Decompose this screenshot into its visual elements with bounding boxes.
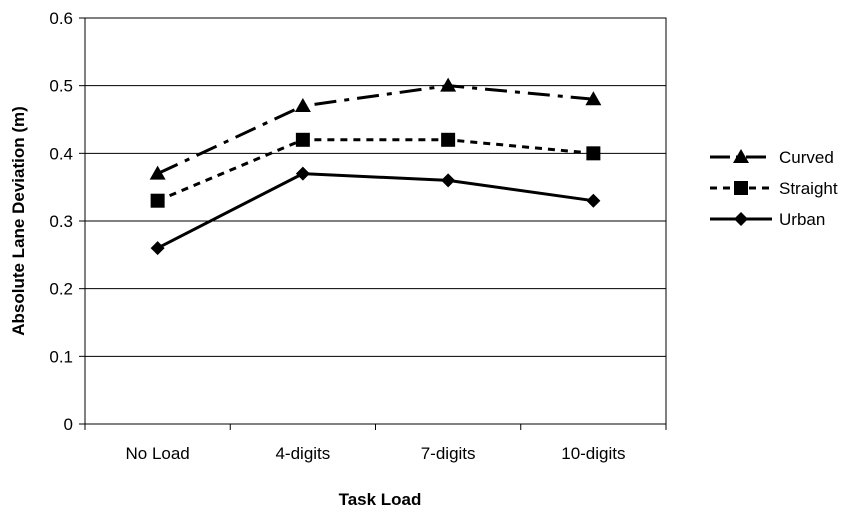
- diamond-marker: [586, 193, 601, 208]
- series-urban: [150, 166, 601, 256]
- y-tick-label: 0.1: [49, 347, 73, 366]
- diamond-marker: [295, 166, 310, 181]
- triangle-marker: [149, 165, 166, 180]
- diamond-marker: [441, 173, 456, 188]
- y-axis-title: Absolute Lane Deviation (m): [9, 106, 28, 336]
- y-axis-ticks: 0 0.1 0.2 0.3 0.4 0.5 0.6: [49, 9, 85, 434]
- legend-label: Curved: [779, 148, 834, 167]
- series-straight: [150, 132, 601, 208]
- series-group: [149, 77, 602, 256]
- square-marker: [150, 193, 165, 208]
- square-marker: [586, 146, 601, 161]
- series-line: [156, 172, 594, 250]
- series-line: [156, 84, 594, 175]
- y-tick-label: 0.6: [49, 9, 73, 28]
- x-tick-label: 4-digits: [275, 444, 330, 463]
- legend-label: Straight: [779, 179, 838, 198]
- triangle-marker: [585, 91, 602, 106]
- triangle-marker: [440, 77, 457, 92]
- x-tick-label: 10-digits: [561, 444, 625, 463]
- square-marker: [441, 132, 456, 147]
- gridlines: [85, 17, 666, 425]
- y-tick-label: 0.2: [49, 280, 73, 299]
- legend-square-marker: [734, 181, 748, 195]
- series-line: [157, 138, 594, 203]
- legend-diamond-marker: [734, 212, 748, 226]
- legend-triangle-marker: [733, 149, 749, 163]
- x-axis-title: Task Load: [339, 490, 422, 509]
- x-axis-ticks: No Load 4-digits 7-digits 10-digits: [84, 424, 667, 463]
- legend-item-urban: Urban: [710, 210, 825, 229]
- y-tick-label: 0.3: [49, 212, 73, 231]
- square-marker: [295, 132, 310, 147]
- legend-item-curved: Curved: [710, 148, 834, 167]
- legend-item-straight: Straight: [710, 179, 838, 198]
- diamond-marker: [150, 241, 165, 256]
- legend-label: Urban: [779, 210, 825, 229]
- x-tick-label: No Load: [125, 444, 189, 463]
- legend: Curved Straight Urban: [710, 148, 838, 229]
- y-tick-label: 0.5: [49, 77, 73, 96]
- y-tick-label: 0: [64, 415, 73, 434]
- x-tick-label: 7-digits: [421, 444, 476, 463]
- triangle-marker: [294, 97, 311, 112]
- series-curved: [149, 77, 602, 180]
- y-tick-label: 0.4: [49, 144, 73, 163]
